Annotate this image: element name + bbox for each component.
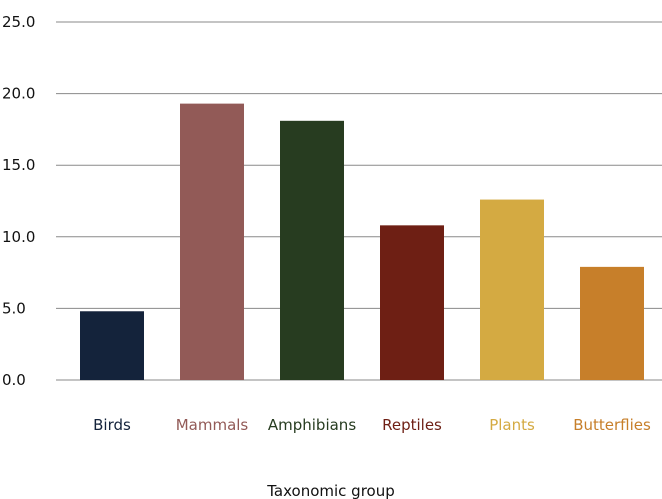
x-category-label: Reptiles bbox=[382, 416, 442, 434]
x-axis-title: Taxonomic group bbox=[266, 482, 395, 499]
y-tick-label: 10.0 bbox=[2, 228, 35, 246]
x-category-label: Birds bbox=[93, 416, 131, 434]
bar-amphibians bbox=[280, 120, 344, 381]
x-category-label: Plants bbox=[489, 416, 535, 434]
x-axis-category-labels: Birds Mammals Amphibians Reptiles Plants Butt… bbox=[93, 416, 651, 434]
y-tick-label: 0.0 bbox=[2, 371, 26, 389]
y-tick-label: 20.0 bbox=[2, 85, 35, 103]
x-category-label: Butterflies bbox=[573, 416, 651, 434]
bar-plants bbox=[480, 199, 544, 380]
y-tick-label: 15.0 bbox=[2, 156, 35, 174]
bar-butterflies bbox=[580, 266, 644, 380]
bar-reptiles bbox=[380, 225, 444, 380]
x-category-label: Mammals bbox=[176, 416, 249, 434]
x-category-label: Amphibians bbox=[268, 416, 356, 434]
bars bbox=[80, 103, 644, 381]
y-tick-label: 25.0 bbox=[2, 13, 35, 31]
bar-birds bbox=[80, 311, 144, 380]
bar-mammals bbox=[180, 103, 244, 381]
y-tick-label: 5.0 bbox=[2, 299, 26, 317]
y-axis-tick-labels: 0.0 5.0 10.0 15.0 20.0 25.0 bbox=[2, 13, 35, 389]
gridlines bbox=[56, 21, 662, 381]
